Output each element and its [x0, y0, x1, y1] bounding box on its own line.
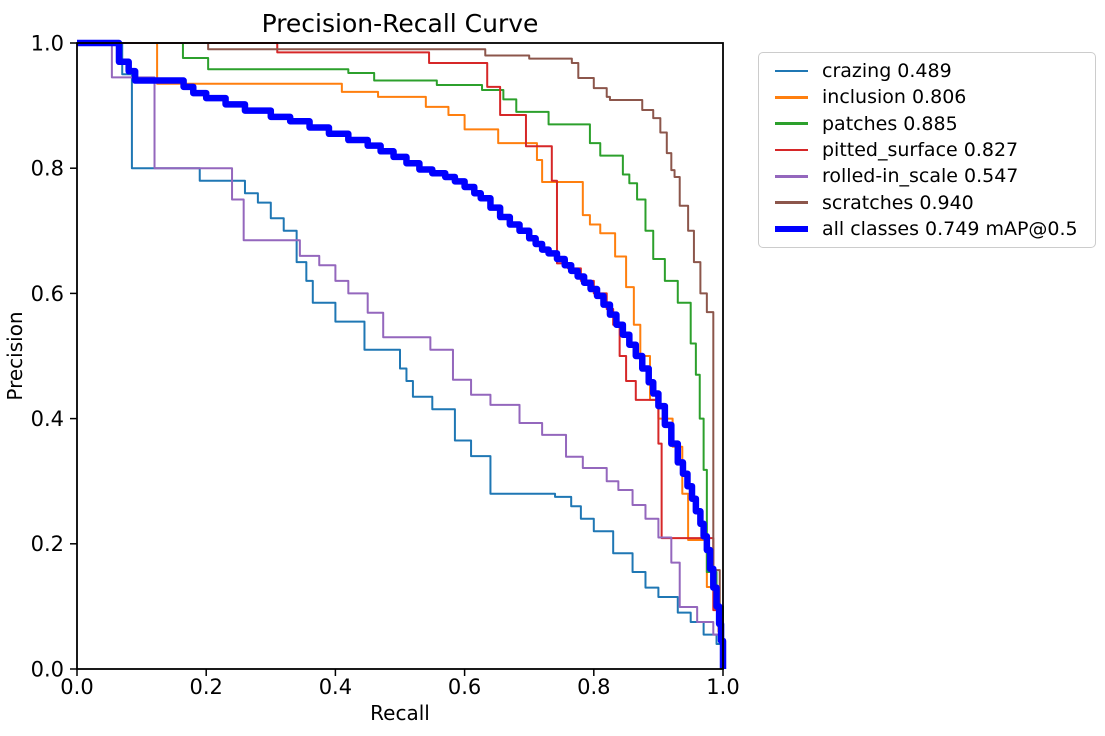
curve-rolled-in-scale	[77, 42, 724, 651]
legend-entry-pitted-surface: pitted_surface 0.827	[759, 137, 1095, 163]
x-axis: 0.0 0.2 0.4 0.6 0.8 1.0	[60, 669, 740, 699]
legend-line-sample-rolled-in-scale	[775, 175, 808, 178]
legend-label: pitted_surface 0.827	[822, 138, 1019, 161]
x-tick-label: 0.8	[577, 675, 610, 699]
x-tick-label: 0.2	[189, 675, 222, 699]
y-tick-label: 0.4	[31, 407, 64, 431]
curve-pitted-surface	[77, 42, 724, 651]
legend-label: all classes 0.749 mAP@0.5	[822, 217, 1078, 240]
legend-label: scratches 0.940	[822, 191, 974, 214]
legend-entry-inclusion: inclusion 0.806	[759, 84, 1095, 110]
curve-inclusion	[77, 42, 724, 651]
curve-crazing	[77, 42, 724, 657]
curves-group	[77, 39, 727, 669]
legend-line-sample-crazing	[775, 69, 808, 73]
legend-entry-all-classes: all classes 0.749 mAP@0.5	[759, 216, 1095, 242]
x-tick-label: 0.4	[319, 675, 352, 699]
x-tick-label: 0.0	[60, 675, 93, 699]
curve-patches	[77, 42, 724, 644]
legend-entry-rolled-in-scale: rolled-in_scale 0.547	[759, 163, 1095, 189]
legend-entry-scratches: scratches 0.940	[759, 190, 1095, 216]
curve-all-classes	[77, 39, 727, 669]
legend-line-sample-scratches	[775, 201, 808, 204]
y-axis: 0.0 0.2 0.4 0.6 0.8 1.0	[31, 31, 77, 681]
legend-line-sample-patches	[775, 122, 808, 125]
x-tick-label: 0.6	[448, 675, 481, 699]
x-axis-label: Recall	[370, 701, 430, 725]
legend-line-sample-inclusion	[775, 96, 808, 99]
legend-line-sample-all-classes	[775, 225, 808, 233]
curve-scratches	[77, 42, 724, 651]
legend-line-sample-pitted-surface	[775, 148, 808, 152]
y-tick-label: 0.6	[31, 282, 64, 306]
legend: crazing 0.489 inclusion 0.806 patches 0.…	[758, 52, 1096, 248]
y-tick-label: 0.2	[31, 532, 64, 556]
y-tick-label: 0.0	[31, 657, 64, 681]
legend-label: inclusion 0.806	[822, 86, 967, 109]
legend-label: patches 0.885	[822, 112, 958, 135]
y-tick-label: 1.0	[31, 31, 64, 55]
legend-entry-patches: patches 0.885	[759, 111, 1095, 137]
legend-label: rolled-in_scale 0.547	[822, 165, 1019, 188]
y-axis-label: Precision	[3, 311, 27, 400]
chart-title: Precision-Recall Curve	[262, 9, 539, 38]
legend-entry-crazing: crazing 0.489	[759, 58, 1095, 84]
legend-label: crazing 0.489	[822, 60, 952, 83]
x-tick-label: 1.0	[706, 675, 739, 699]
axes-spines	[76, 42, 724, 670]
y-tick-label: 0.8	[31, 157, 64, 181]
